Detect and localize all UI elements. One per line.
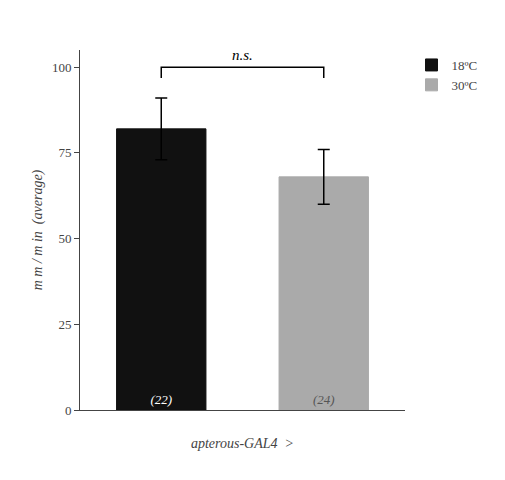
svg-text:0: 0 xyxy=(65,403,72,418)
svg-text:m m / m in (average): m m / m in (average) xyxy=(30,169,46,290)
svg-text:75: 75 xyxy=(58,145,71,160)
svg-text:(22): (22) xyxy=(150,392,172,407)
svg-text:50: 50 xyxy=(58,231,71,246)
svg-text:30ºC: 30ºC xyxy=(452,78,478,93)
svg-text:18ºC: 18ºC xyxy=(452,58,478,73)
svg-text:n.s.: n.s. xyxy=(232,47,253,63)
svg-text:100: 100 xyxy=(52,60,72,75)
svg-text:apterous-GAL4 >: apterous-GAL4 > xyxy=(191,436,294,451)
svg-text:(24): (24) xyxy=(313,392,335,407)
svg-text:25: 25 xyxy=(58,317,71,332)
